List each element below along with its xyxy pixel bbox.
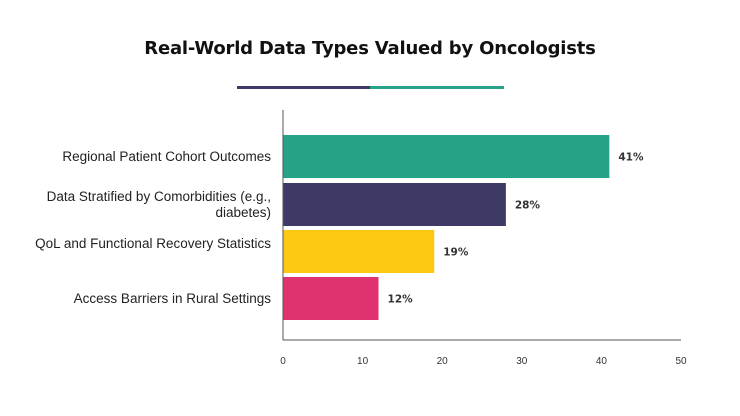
x-tick-label: 40: [596, 356, 608, 367]
category-label: Access Barriers in Rural Settings: [73, 290, 271, 306]
bar-value-label: 28%: [515, 200, 541, 212]
chart-title: Real-World Data Types Valued by Oncologi…: [144, 38, 596, 59]
title-underline: [237, 86, 504, 89]
category-label: QoL and Functional Recovery Statistics: [35, 235, 271, 251]
title-underline-right: [370, 86, 504, 89]
bar-value-label: 41%: [618, 152, 644, 164]
x-tick-label: 50: [675, 356, 687, 367]
bar: [283, 230, 435, 273]
category-label: Regional Patient Cohort Outcomes: [62, 148, 271, 164]
x-tick-label: 0: [280, 356, 286, 367]
x-tick-label: 20: [437, 356, 449, 367]
bar-value-label: 19%: [443, 247, 469, 259]
bar: [283, 277, 379, 320]
x-tick-label: 30: [516, 356, 528, 367]
bar: [283, 135, 610, 178]
bar: [283, 183, 506, 226]
category-label: Data Stratified by Comorbidities (e.g., …: [46, 188, 271, 220]
bar-value-label: 12%: [388, 294, 414, 306]
title-underline-left: [237, 86, 370, 89]
x-tick-label: 10: [357, 356, 369, 367]
